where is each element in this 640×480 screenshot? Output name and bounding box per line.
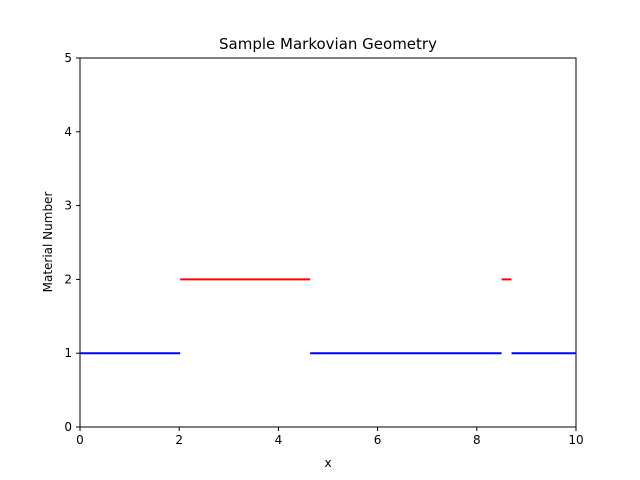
y-tick-label-5: 5: [64, 51, 72, 65]
x-tick-label-0: 0: [76, 433, 84, 447]
y-tick-label-3: 3: [64, 199, 72, 213]
plot-area: 0 2 4 6 8 10 0 1 2 3 4 5: [64, 51, 583, 447]
y-tick-label-2: 2: [64, 272, 72, 286]
x-axis-label: x: [324, 456, 331, 470]
y-tick-label-4: 4: [64, 125, 72, 139]
y-axis-label: Material Number: [41, 192, 55, 293]
x-tick-label-10: 10: [568, 433, 583, 447]
axes-frame: [79, 57, 577, 428]
x-tick-label-6: 6: [374, 433, 382, 447]
x-tick-label-2: 2: [175, 433, 183, 447]
x-tick-label-8: 8: [473, 433, 481, 447]
chart-title: Sample Markovian Geometry: [219, 35, 437, 53]
y-tick-label-0: 0: [64, 420, 72, 434]
x-tick-label-4: 4: [275, 433, 283, 447]
y-tick-label-1: 1: [64, 346, 72, 360]
